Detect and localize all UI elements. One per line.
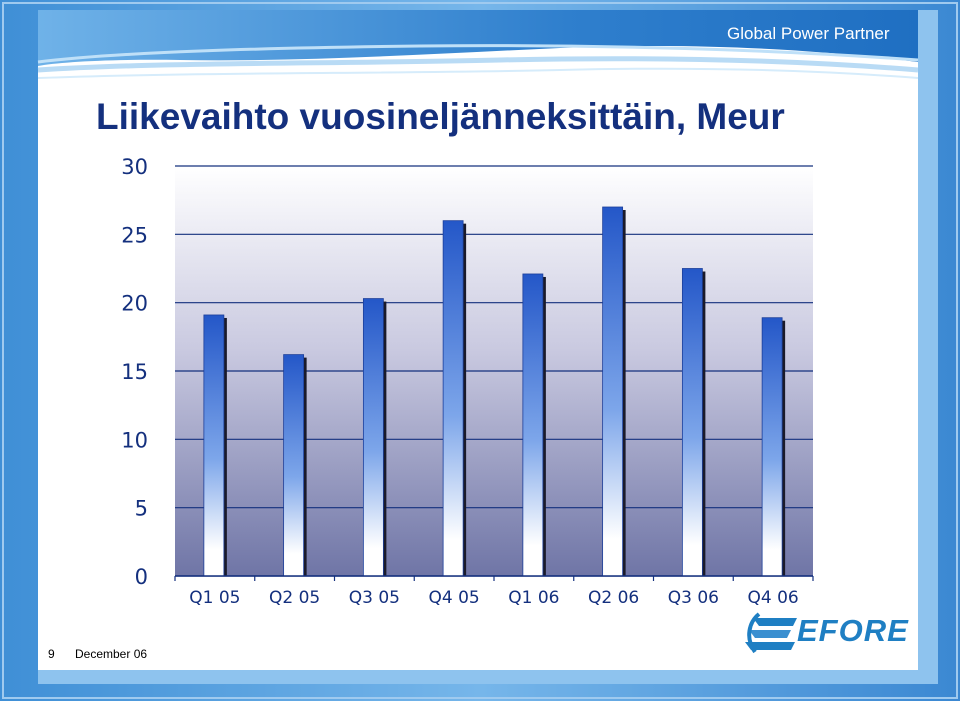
bar [681, 268, 703, 577]
bar [761, 317, 783, 577]
x-tick-label: Q1 05 [189, 588, 240, 608]
x-tick-label: Q4 06 [748, 588, 799, 608]
bar [522, 273, 544, 577]
bar [203, 314, 225, 577]
x-tick-label: Q3 06 [668, 588, 719, 608]
y-tick-label: 20 [121, 292, 148, 316]
x-tick-label: Q3 05 [349, 588, 400, 608]
x-tick-label: Q2 05 [269, 588, 320, 608]
x-tick-label: Q1 06 [508, 588, 559, 608]
y-tick-label: 0 [135, 565, 148, 589]
x-tick-label: Q4 05 [429, 588, 480, 608]
efore-logo-text: EFORE [797, 613, 909, 648]
bar [442, 220, 464, 577]
x-tick-label: Q2 06 [588, 588, 639, 608]
footer-date: December 06 [75, 647, 148, 661]
efore-logo-icon [745, 612, 797, 654]
bar [362, 298, 384, 577]
bar [602, 206, 624, 577]
y-tick-label: 10 [121, 428, 148, 452]
page-number: 9 [48, 647, 55, 661]
header-tagline: Global Power Partner [727, 24, 890, 43]
bar [283, 354, 305, 577]
slide-title: Liikevaihto vuosineljänneksittäin, Meur [96, 96, 785, 137]
y-tick-label: 30 [121, 155, 148, 179]
y-tick-label: 25 [121, 223, 148, 247]
y-tick-label: 5 [135, 497, 148, 521]
y-tick-label: 15 [121, 360, 148, 384]
